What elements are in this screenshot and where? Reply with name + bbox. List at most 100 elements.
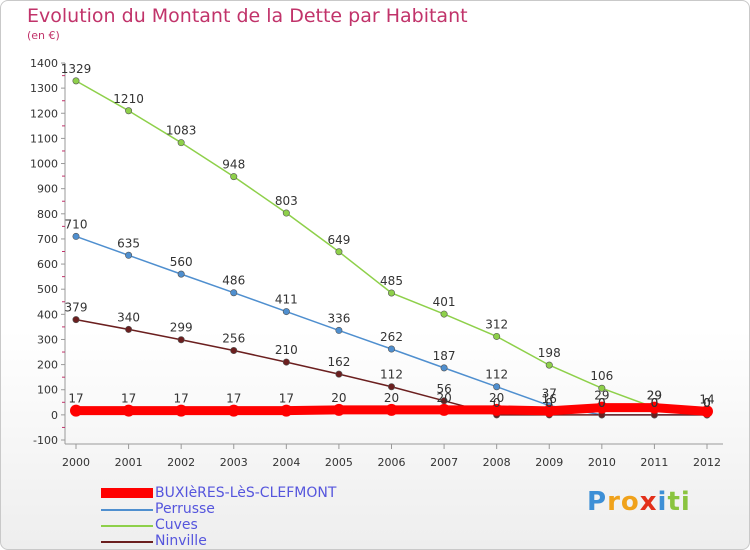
legend-swatch [101, 488, 153, 498]
data-label: 112 [485, 368, 508, 382]
series-3 [70, 401, 713, 418]
data-label: 198 [538, 346, 561, 360]
legend-swatch [101, 541, 153, 543]
data-point [387, 289, 395, 297]
data-label: 635 [117, 236, 140, 250]
data-point [493, 383, 501, 391]
data-label: 210 [275, 343, 298, 357]
data-point [230, 347, 238, 355]
data-label: 0 [545, 396, 553, 410]
data-label: 16 [542, 392, 557, 406]
x-tick-label: 2010 [588, 456, 616, 469]
data-point [335, 326, 343, 334]
data-label: 948 [222, 158, 245, 172]
data-label: 17 [279, 392, 294, 406]
data-label: 29 [647, 389, 662, 403]
data-label: 29 [594, 389, 609, 403]
data-point [125, 251, 133, 259]
data-point [72, 316, 80, 324]
data-point [177, 139, 185, 147]
data-point [230, 289, 238, 297]
data-label: 20 [331, 391, 346, 405]
y-tick-label: -100 [33, 434, 58, 447]
data-label: 20 [489, 391, 504, 405]
data-point [648, 401, 661, 414]
data-label: 0 [651, 396, 659, 410]
data-label: 1329 [61, 62, 92, 76]
data-point [387, 345, 395, 353]
proxiti-logo: Proxiti [587, 487, 691, 517]
data-point [282, 358, 290, 366]
y-tick-label: 700 [37, 233, 58, 246]
x-tick-label: 2008 [483, 456, 511, 469]
series-1 [72, 77, 711, 419]
data-point [70, 404, 82, 417]
data-label: 649 [327, 233, 350, 247]
legend-item: BUXIèRES-LèS-CLEFMONT [101, 485, 401, 501]
data-point [282, 209, 290, 217]
data-label: 312 [485, 317, 508, 331]
legend-swatch [101, 509, 153, 511]
data-label: 0 [703, 396, 711, 410]
y-tick-label: 600 [37, 258, 58, 271]
data-label: 262 [380, 330, 403, 344]
logo-letter: P [587, 487, 608, 517]
legend-item: Ninville [101, 533, 401, 549]
x-tick-label: 2011 [640, 456, 668, 469]
data-point [387, 383, 395, 391]
data-label: 17 [68, 392, 83, 406]
logo-letter: o [620, 487, 640, 517]
data-point [490, 403, 503, 416]
data-point [543, 404, 556, 417]
data-label: 256 [222, 332, 245, 346]
y-tick-label: 100 [37, 384, 58, 397]
y-tick-label: 0 [51, 409, 58, 422]
data-label: 0 [598, 396, 606, 410]
data-point [230, 173, 238, 181]
data-label: 20 [436, 391, 451, 405]
chart-axes: -100010020030040050060070080090010001100… [30, 57, 723, 469]
data-point [227, 404, 240, 417]
x-tick-label: 2001 [115, 456, 143, 469]
data-point [598, 384, 606, 392]
data-label: 162 [327, 355, 350, 369]
y-tick-label: 200 [37, 359, 58, 372]
x-tick-label: 2007 [430, 456, 458, 469]
y-tick-label: 900 [37, 183, 58, 196]
logo-letter: i [657, 487, 668, 517]
data-label: 485 [380, 274, 403, 288]
data-point [177, 336, 185, 344]
legend-item: Cuves [101, 517, 401, 533]
y-tick-label: 1400 [30, 57, 58, 70]
data-point [335, 370, 343, 378]
data-label: 299 [170, 321, 193, 335]
data-label: 37 [542, 387, 557, 401]
data-label: 710 [65, 217, 88, 231]
logo-letter: r [607, 487, 621, 517]
chart-unit-label: (en €) [27, 29, 60, 42]
data-point [72, 232, 80, 240]
data-label: 112 [380, 368, 403, 382]
logo-letter: x [639, 487, 658, 517]
legend-label: Perrusse [155, 501, 215, 517]
data-point [701, 405, 713, 418]
data-label: 379 [65, 301, 88, 315]
data-label: 803 [275, 194, 298, 208]
data-label: 20 [384, 391, 399, 405]
data-point [493, 332, 501, 340]
data-label: 486 [222, 274, 245, 288]
data-label: 0 [598, 396, 606, 410]
data-label: 29 [647, 389, 662, 403]
data-point [280, 404, 293, 417]
x-tick-label: 2003 [220, 456, 248, 469]
data-point [595, 401, 608, 414]
data-point [332, 403, 345, 416]
logo-letter: i [680, 487, 691, 517]
data-point [175, 404, 188, 417]
data-label: 17 [174, 392, 189, 406]
x-tick-label: 2005 [325, 456, 353, 469]
y-tick-label: 500 [37, 283, 58, 296]
